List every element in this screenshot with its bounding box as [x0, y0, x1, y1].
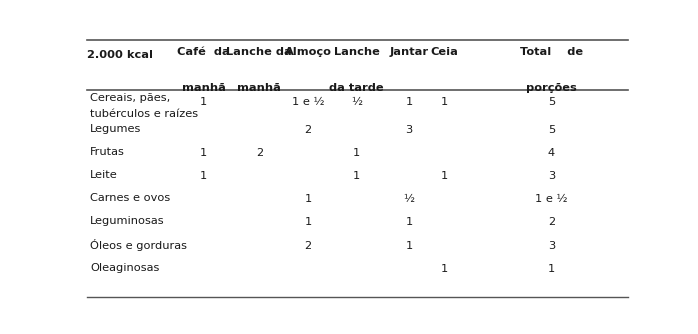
Text: 4: 4: [548, 148, 555, 158]
Text: tubérculos e raízes: tubérculos e raízes: [90, 109, 198, 119]
Text: Almoço: Almoço: [285, 46, 332, 56]
Text: 1: 1: [406, 240, 413, 250]
Text: 2: 2: [304, 125, 311, 135]
Text: Oleaginosas: Oleaginosas: [90, 263, 159, 273]
Text: 1 e ½: 1 e ½: [535, 194, 567, 204]
Text: Leite: Leite: [90, 170, 118, 180]
Text: Carnes e ovos: Carnes e ovos: [90, 193, 170, 203]
Text: ½: ½: [403, 194, 415, 204]
Text: da tarde: da tarde: [329, 82, 384, 93]
Text: manhã: manhã: [237, 82, 281, 93]
Text: Lanche: Lanche: [334, 46, 380, 56]
Text: 5: 5: [548, 125, 555, 135]
Text: 1 e ½: 1 e ½: [292, 98, 324, 107]
Text: Jantar: Jantar: [389, 46, 429, 56]
Text: 1: 1: [406, 217, 413, 227]
Text: 1: 1: [200, 171, 207, 181]
Text: Legumes: Legumes: [90, 124, 141, 134]
Text: Óleos e gorduras: Óleos e gorduras: [90, 239, 187, 252]
Text: porções: porções: [526, 82, 577, 93]
Text: 1: 1: [200, 148, 207, 158]
Text: ½: ½: [351, 98, 362, 107]
Text: Cereais, pães,: Cereais, pães,: [90, 93, 170, 103]
Text: 1: 1: [406, 98, 413, 107]
Text: Frutas: Frutas: [90, 147, 125, 157]
Text: 3: 3: [548, 171, 555, 181]
Text: 1: 1: [304, 217, 311, 227]
Text: 1: 1: [200, 98, 207, 107]
Text: 1: 1: [440, 264, 448, 274]
Text: Total    de: Total de: [520, 46, 583, 56]
Text: 1: 1: [304, 194, 311, 204]
Text: manhã: manhã: [181, 82, 225, 93]
Text: 1: 1: [548, 264, 555, 274]
Text: 3: 3: [406, 125, 413, 135]
Text: 3: 3: [548, 240, 555, 250]
Text: 1: 1: [353, 148, 360, 158]
Text: 1: 1: [440, 171, 448, 181]
Text: Lanche da: Lanche da: [226, 46, 292, 56]
Text: Ceia: Ceia: [431, 46, 458, 56]
Text: 1: 1: [353, 171, 360, 181]
Text: Leguminosas: Leguminosas: [90, 216, 165, 226]
Text: 2: 2: [548, 217, 555, 227]
Text: 2: 2: [304, 240, 311, 250]
Text: 2: 2: [255, 148, 263, 158]
Text: 1: 1: [440, 98, 448, 107]
Text: 5: 5: [548, 98, 555, 107]
Text: 2.000 kcal: 2.000 kcal: [87, 50, 154, 60]
Text: Café  da: Café da: [177, 46, 230, 56]
